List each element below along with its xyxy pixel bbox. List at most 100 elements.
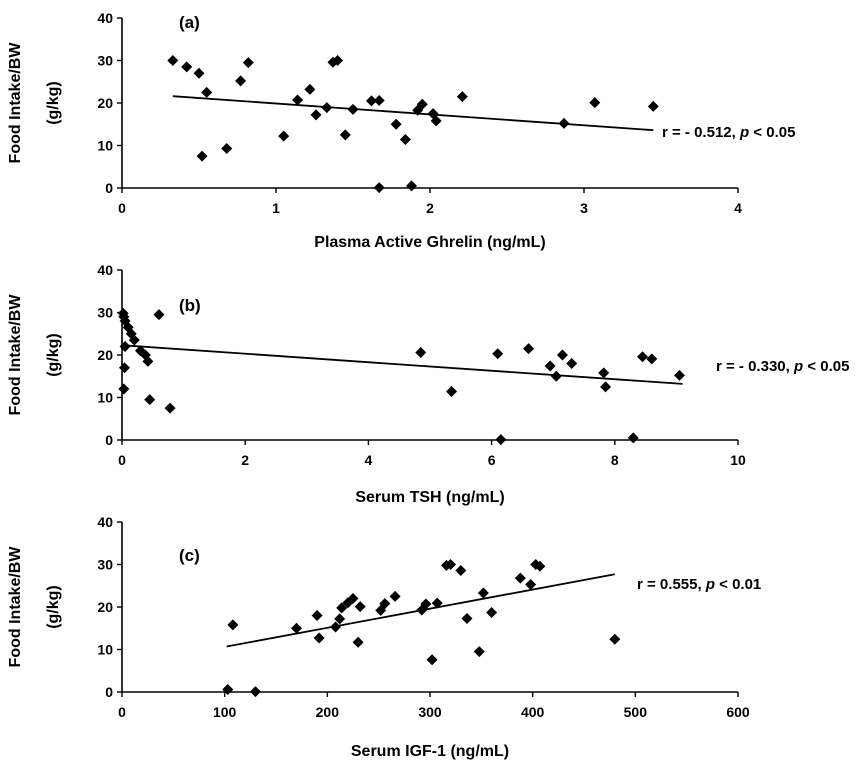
data-point bbox=[291, 622, 303, 634]
data-point bbox=[431, 597, 443, 609]
x-tick-label: 500 bbox=[624, 704, 648, 720]
data-point bbox=[227, 619, 239, 631]
data-point bbox=[332, 55, 344, 66]
trend-line bbox=[121, 344, 683, 385]
x-tick-label: 200 bbox=[316, 704, 340, 720]
data-point bbox=[167, 55, 179, 66]
y-tick-label: 10 bbox=[97, 642, 113, 658]
data-point bbox=[420, 598, 432, 610]
data-point bbox=[144, 394, 156, 406]
data-point bbox=[600, 381, 612, 393]
x-tick-label: 2 bbox=[426, 200, 434, 216]
y-tick-label: 40 bbox=[97, 514, 113, 530]
data-point bbox=[118, 383, 130, 395]
data-point bbox=[589, 97, 601, 109]
y-tick-label: 20 bbox=[97, 599, 113, 615]
data-point bbox=[486, 607, 498, 619]
data-point bbox=[637, 351, 649, 363]
y-axis-unit: (g/kg) bbox=[45, 333, 62, 377]
data-point bbox=[222, 683, 234, 695]
data-point bbox=[389, 590, 401, 602]
data-point bbox=[118, 362, 130, 374]
data-point bbox=[461, 612, 473, 624]
data-point bbox=[646, 353, 658, 365]
data-point bbox=[313, 632, 325, 644]
panel-b: 0 2 4 6 8 10 0 10 20 30 40 Serum TSH (ng/mL) Food In… bbox=[7, 262, 849, 506]
data-point bbox=[354, 601, 366, 613]
y-axis-unit: (g/kg) bbox=[45, 585, 62, 629]
data-point bbox=[119, 341, 131, 352]
x-tick-label: 100 bbox=[213, 704, 237, 720]
panel-label: (a) bbox=[179, 13, 200, 32]
data-point bbox=[330, 621, 342, 633]
data-point bbox=[534, 560, 546, 572]
data-point bbox=[128, 334, 140, 346]
data-point bbox=[196, 150, 208, 162]
data-point bbox=[525, 578, 537, 590]
x-tick-label: 600 bbox=[726, 704, 750, 720]
x-tick-label: 3 bbox=[580, 200, 588, 216]
y-tick-label: 40 bbox=[97, 262, 113, 278]
data-point bbox=[181, 61, 193, 73]
data-point bbox=[446, 386, 458, 398]
data-point bbox=[477, 587, 489, 599]
data-point bbox=[249, 686, 261, 698]
y-axis-title: Food Intake/BW bbox=[7, 294, 24, 416]
y-tick-label: 0 bbox=[105, 432, 113, 448]
data-point bbox=[550, 370, 562, 382]
data-point bbox=[304, 83, 316, 95]
data-point bbox=[495, 434, 507, 446]
y-tick-label: 0 bbox=[105, 180, 113, 196]
y-tick-label: 20 bbox=[97, 95, 113, 111]
data-point bbox=[473, 646, 485, 658]
data-point bbox=[221, 142, 233, 154]
data-point bbox=[339, 129, 351, 141]
x-tick-label: 8 bbox=[611, 452, 619, 468]
data-point bbox=[426, 654, 438, 666]
x-tick-label: 0 bbox=[118, 704, 126, 720]
data-point bbox=[347, 103, 359, 115]
panel-c: 0 100 200 300 400 500 600 0 10 20 30 40 Serum IGF-1 … bbox=[7, 514, 761, 760]
data-point bbox=[399, 134, 411, 146]
data-point bbox=[347, 593, 359, 604]
data-point bbox=[598, 367, 610, 379]
x-tick-label: 2 bbox=[241, 452, 249, 468]
data-point bbox=[492, 348, 504, 360]
y-tick-label: 10 bbox=[97, 138, 113, 154]
data-point bbox=[365, 95, 377, 107]
y-tick-label: 30 bbox=[97, 53, 113, 69]
trend-line bbox=[172, 95, 654, 132]
data-point bbox=[292, 94, 304, 106]
data-point bbox=[627, 432, 639, 444]
data-point bbox=[164, 402, 176, 414]
x-tick-label: 4 bbox=[734, 200, 742, 216]
data-point bbox=[415, 346, 427, 358]
correlation-annotation: r = 0.555, p < 0.01 bbox=[637, 576, 761, 593]
data-point bbox=[558, 117, 570, 129]
data-point bbox=[193, 67, 205, 79]
data-point bbox=[336, 602, 348, 614]
x-tick-label: 1 bbox=[272, 200, 280, 216]
data-point bbox=[430, 115, 442, 127]
data-point bbox=[556, 349, 568, 361]
panel-label: (b) bbox=[179, 296, 201, 315]
data-point bbox=[455, 564, 467, 576]
data-point bbox=[310, 109, 322, 121]
data-point bbox=[142, 355, 154, 367]
data-point bbox=[406, 180, 418, 192]
data-point bbox=[379, 598, 391, 610]
data-point bbox=[456, 91, 468, 103]
x-tick-label: 10 bbox=[730, 452, 746, 468]
correlation-annotation: r = - 0.512, p < 0.05 bbox=[662, 124, 795, 141]
data-point bbox=[321, 102, 333, 114]
data-point bbox=[514, 572, 526, 584]
data-point bbox=[278, 130, 290, 142]
data-point bbox=[201, 86, 213, 98]
y-tick-label: 40 bbox=[97, 10, 113, 26]
y-tick-label: 30 bbox=[97, 557, 113, 573]
data-point bbox=[373, 94, 385, 106]
x-tick-label: 0 bbox=[118, 200, 126, 216]
data-point bbox=[609, 633, 621, 645]
